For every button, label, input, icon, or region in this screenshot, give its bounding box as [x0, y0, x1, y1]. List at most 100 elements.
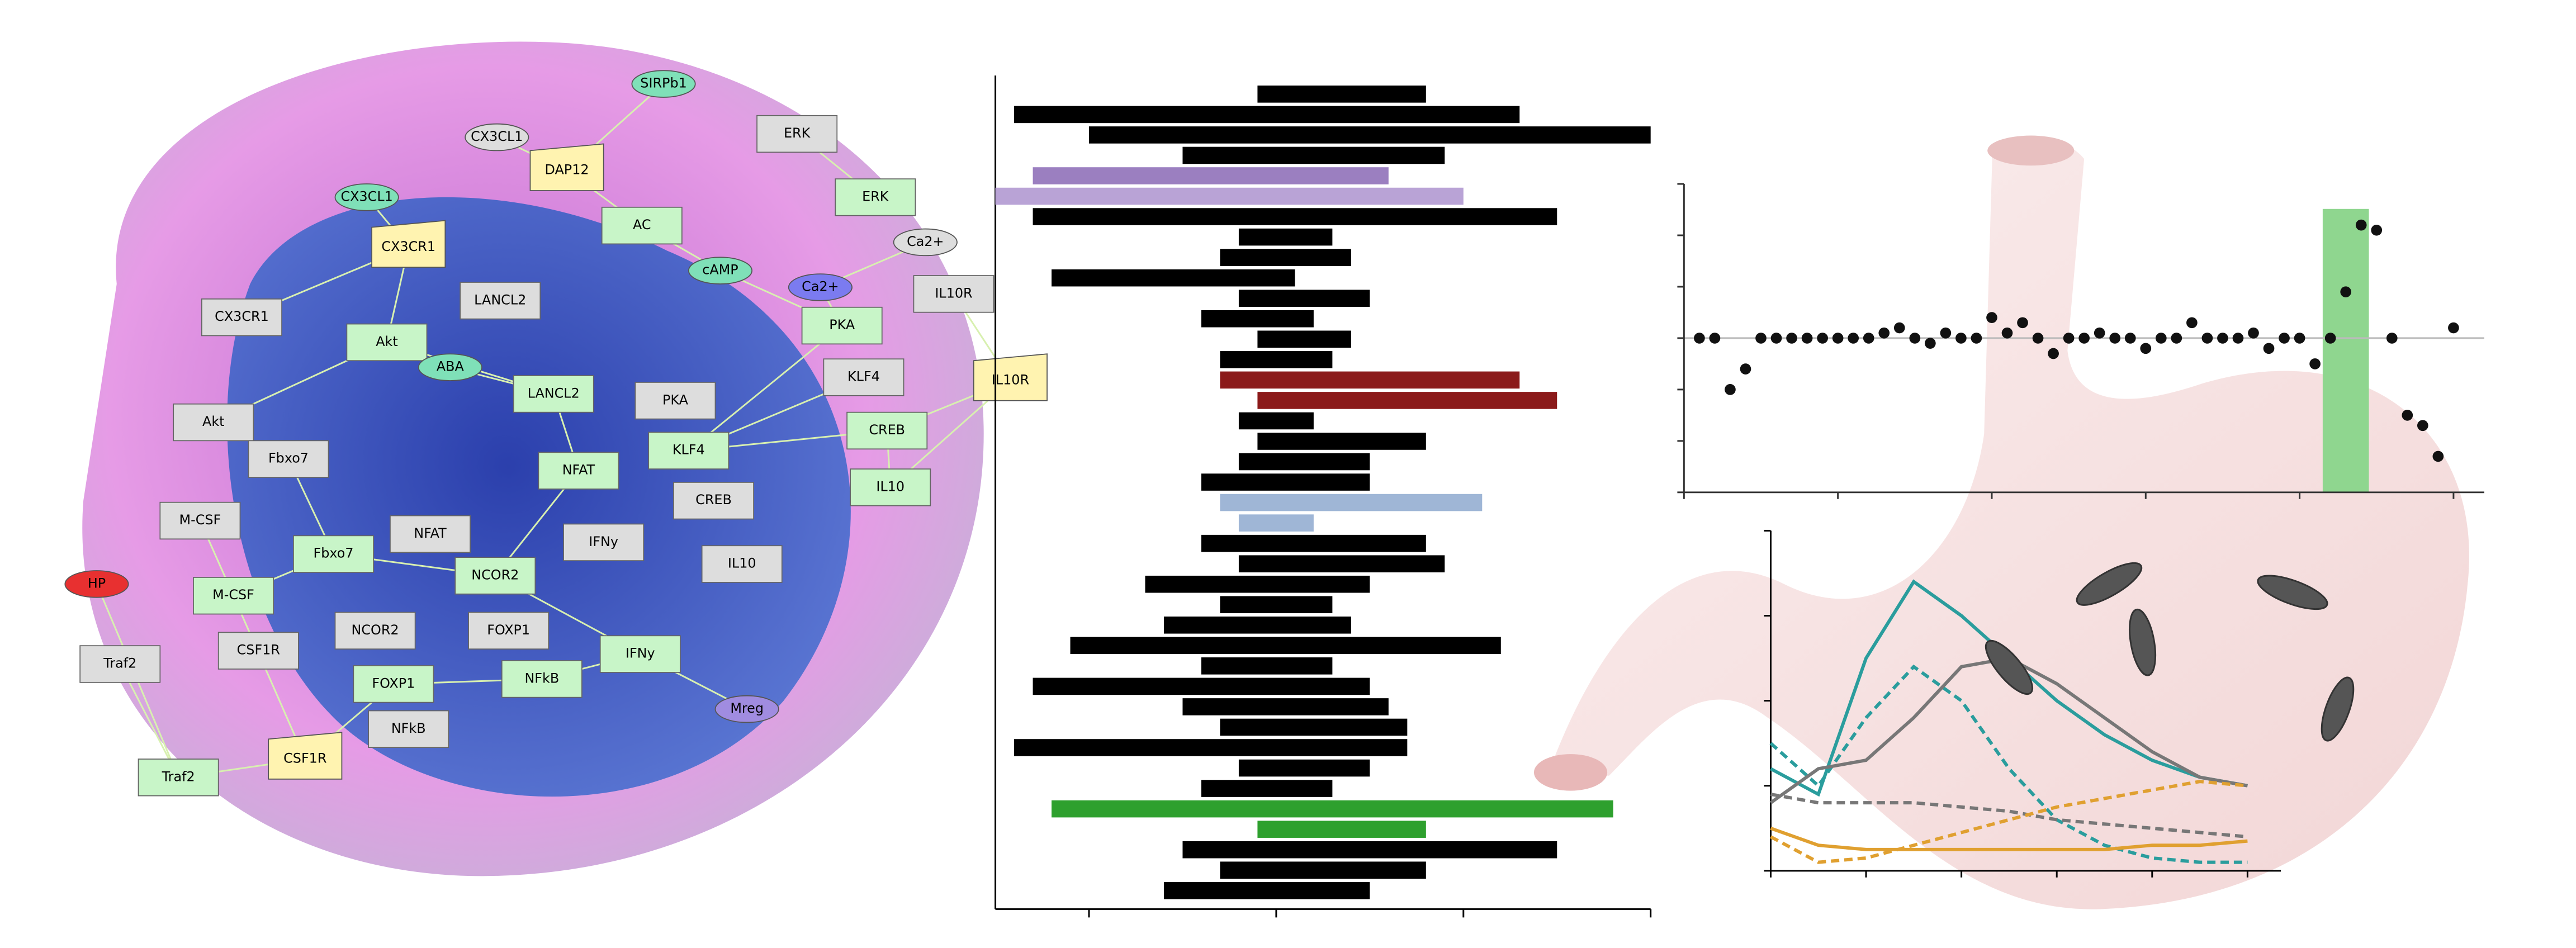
node: NFkB	[368, 710, 449, 748]
node-shape	[893, 228, 958, 257]
point	[2201, 333, 2213, 344]
highlight-band	[2322, 208, 2369, 492]
node-label: ABA	[437, 359, 465, 375]
point	[2248, 327, 2259, 339]
bar	[1220, 494, 1483, 511]
point	[2017, 317, 2028, 329]
bar	[1257, 86, 1426, 103]
node-label: PKA	[829, 317, 855, 333]
point	[2094, 327, 2105, 339]
bar	[1052, 800, 1613, 818]
node-label: CREB	[695, 492, 732, 508]
node: NCOR2	[334, 612, 416, 650]
node-label: KLF4	[847, 369, 880, 385]
bar	[1182, 698, 1389, 715]
node-shape	[648, 432, 730, 470]
node: M-CSF	[159, 501, 241, 540]
node: IFNy	[563, 523, 645, 561]
point	[1863, 333, 1874, 344]
bar	[1220, 371, 1520, 389]
point	[1909, 333, 1921, 344]
node: Fbxo7	[248, 440, 329, 478]
esophagus-end	[1987, 135, 2075, 166]
node: ERK	[835, 178, 916, 216]
node-shape	[418, 353, 482, 381]
node-label: IL10	[876, 478, 905, 494]
bar	[995, 187, 1464, 205]
node-label: Mreg	[730, 700, 764, 716]
point	[1878, 327, 1890, 339]
node: Mreg	[714, 695, 779, 723]
point	[2263, 343, 2275, 354]
node-shape	[850, 468, 931, 506]
point	[2217, 333, 2228, 344]
node-shape	[913, 275, 995, 313]
node-label: NFAT	[414, 525, 447, 541]
bar	[1014, 739, 1408, 756]
node-shape	[201, 298, 282, 336]
bacteria	[1985, 562, 2355, 742]
node-label: Fbxo7	[268, 451, 309, 466]
receptor-shape	[371, 220, 446, 268]
node-label: IL10R	[992, 372, 1029, 387]
node-shape	[688, 257, 753, 285]
bar	[1220, 861, 1426, 879]
node-label: NCOR2	[471, 567, 519, 582]
node-shape	[714, 695, 779, 723]
node: PKA	[801, 306, 883, 345]
node-label: cAMP	[702, 262, 738, 278]
point	[1848, 333, 1859, 344]
bar	[1033, 677, 1370, 695]
node-label: CX3CR1	[215, 309, 269, 324]
node-shape	[701, 545, 783, 583]
point	[1986, 312, 1997, 323]
receptor-shape	[973, 353, 1048, 401]
node-label: Fbxo7	[313, 546, 353, 561]
point	[1801, 333, 1813, 344]
bacterium	[2321, 676, 2355, 742]
stomach	[1550, 140, 2469, 909]
bar	[1163, 881, 1370, 899]
bar	[1220, 351, 1333, 368]
point	[1925, 338, 1936, 349]
node-label: Ca2+	[907, 234, 944, 249]
node: IFNy	[599, 635, 681, 673]
point	[2309, 358, 2321, 369]
node-label: LANCL2	[474, 292, 526, 307]
point	[1971, 333, 1982, 344]
node: Akt	[173, 403, 254, 442]
node-shape	[501, 660, 583, 698]
point	[2232, 333, 2244, 344]
bar	[1238, 759, 1370, 777]
point	[2371, 224, 2383, 236]
point	[2355, 219, 2367, 231]
node-shape	[368, 710, 449, 748]
point	[2448, 322, 2459, 334]
node: ABA	[418, 353, 482, 381]
node-shape	[346, 323, 428, 362]
node: CSF1R	[217, 632, 299, 670]
node-label: FOXP1	[487, 622, 530, 638]
point	[2109, 333, 2121, 344]
node-label: ERK	[784, 125, 811, 141]
stomach-illustration	[1533, 135, 2469, 909]
node-shape	[454, 557, 536, 595]
node-shape	[788, 273, 853, 301]
bar	[1257, 433, 1426, 450]
edge	[119, 663, 179, 778]
bar	[1014, 106, 1520, 124]
node: LANCL2	[460, 282, 541, 320]
node-label: Traf2	[103, 656, 136, 671]
node: Akt	[346, 323, 428, 362]
node: KLF4	[823, 358, 905, 396]
node: AC	[601, 206, 683, 245]
node-label: AC	[633, 217, 651, 233]
bar	[1257, 392, 1557, 409]
node-label: Akt	[376, 334, 398, 349]
node-label: NCOR2	[352, 622, 399, 638]
node: CX3CL1	[334, 183, 399, 211]
point	[1755, 333, 1767, 344]
point	[2078, 333, 2090, 344]
node-shape	[823, 358, 905, 396]
